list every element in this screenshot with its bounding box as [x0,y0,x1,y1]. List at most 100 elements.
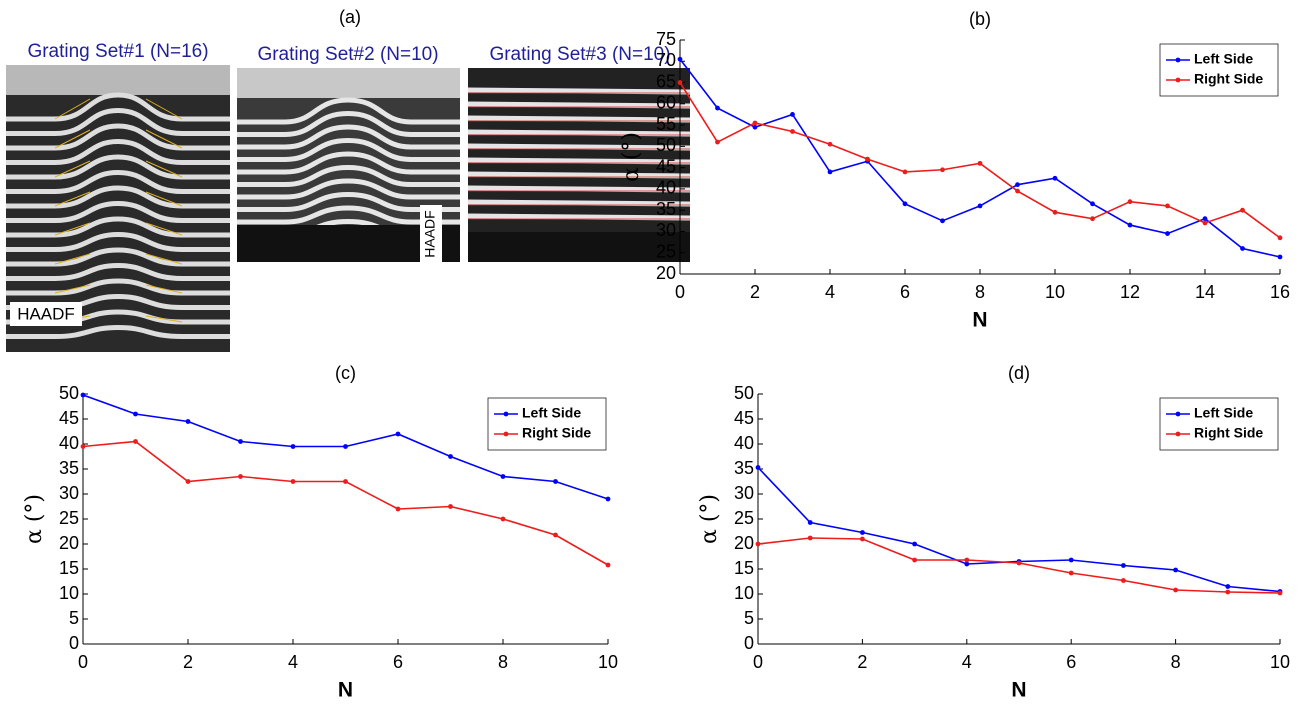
x-tick-label: 6 [393,652,403,672]
x-tick-label: 0 [78,652,88,672]
x-axis-label: N [1011,679,1026,702]
point [605,496,611,502]
point [553,479,558,484]
x-tick-label: 10 [598,652,618,672]
legend-marker [1175,431,1181,437]
legend-label: Right Side [1194,71,1263,87]
stripe [237,124,460,150]
y-tick-label: 20 [734,533,754,553]
point [1068,570,1074,576]
point [902,201,908,207]
point [395,506,401,512]
stripe [237,191,460,212]
x-tick-label: 4 [288,652,298,672]
x-tick-label: 8 [975,282,985,302]
stripe [237,110,460,137]
point [1121,563,1126,568]
x-axis-label: N [972,309,987,332]
point [807,520,813,525]
point [1052,175,1058,181]
point [1240,246,1245,251]
chart: (c) 0 5 10 15 20 25 30 35 40 45 50 0 2 4 6 8 10 Nα (°) Left… [22,363,618,702]
point [1165,203,1170,209]
stripe [467,143,691,151]
point [1090,201,1095,207]
x-tick-label: 12 [1120,282,1140,302]
point [1015,188,1020,194]
point [902,169,908,175]
point [860,536,865,542]
stripe [467,213,691,221]
point [752,120,758,126]
legend-label: Right Side [522,425,591,441]
stripe [6,231,230,252]
y-tick-label: 45 [656,156,676,176]
point [185,479,191,484]
point [715,139,720,145]
point [1121,578,1126,583]
x-tick-label: 6 [1066,652,1076,672]
y-axis-label: α (°) [22,494,47,544]
point [977,203,983,209]
stripe [467,129,691,137]
label-box [420,205,442,263]
y-tick-label: 70 [656,50,676,70]
guide [54,98,183,120]
point [1173,567,1178,573]
y-tick-label: 5 [69,608,79,628]
y-tick-label: 50 [656,135,676,155]
point [964,561,970,567]
series-line [757,537,1281,594]
y-tick-label: 30 [656,220,676,240]
x-tick-label: 8 [498,652,508,672]
stripe [6,216,230,238]
x-tick-label: 10 [1045,282,1065,302]
stripe [237,97,460,125]
point [807,535,813,541]
stripe [6,185,230,209]
point [1127,222,1133,228]
x-tick-label: 4 [962,652,972,672]
stripe [6,154,230,180]
point [860,530,865,535]
y-tick-label: 45 [59,408,79,428]
chart-title: (b) [969,9,991,29]
point [395,431,401,437]
image-title: Grating Set#1 (N=16) [27,41,208,62]
y-tick-label: 20 [656,263,676,283]
point [790,112,795,117]
stripe [6,247,230,267]
y-tick-label: 45 [734,408,754,428]
y-tick-label: 30 [734,483,754,503]
y-tick-label: 15 [59,558,79,578]
point [755,465,761,470]
point [1225,584,1231,589]
point [977,160,983,166]
point [80,392,86,398]
stripe [237,151,460,175]
y-tick-label: 50 [59,383,79,403]
series-line [757,466,1281,593]
point [940,167,945,173]
legend-label: Left Side [1194,405,1253,421]
x-tick-label: 16 [1270,282,1290,302]
stripe [6,92,230,122]
guide [54,129,183,149]
x-tick-label: 14 [1195,282,1215,302]
point [1277,235,1283,241]
legend-label: Right Side [1194,425,1263,441]
y-tick-label: 15 [734,558,754,578]
y-tick-label: 5 [744,608,754,628]
point [133,411,138,417]
y-tick-label: 25 [656,241,676,261]
point [827,169,833,175]
micrographs: HAADF HAADF [6,65,691,352]
y-tick-label: 65 [656,71,676,91]
y-tick-label: 75 [656,29,676,49]
point [1015,182,1020,188]
y-tick-label: 25 [734,508,754,528]
x-tick-label: 10 [1270,652,1290,672]
point [865,156,870,162]
y-tick-label: 40 [59,433,79,453]
